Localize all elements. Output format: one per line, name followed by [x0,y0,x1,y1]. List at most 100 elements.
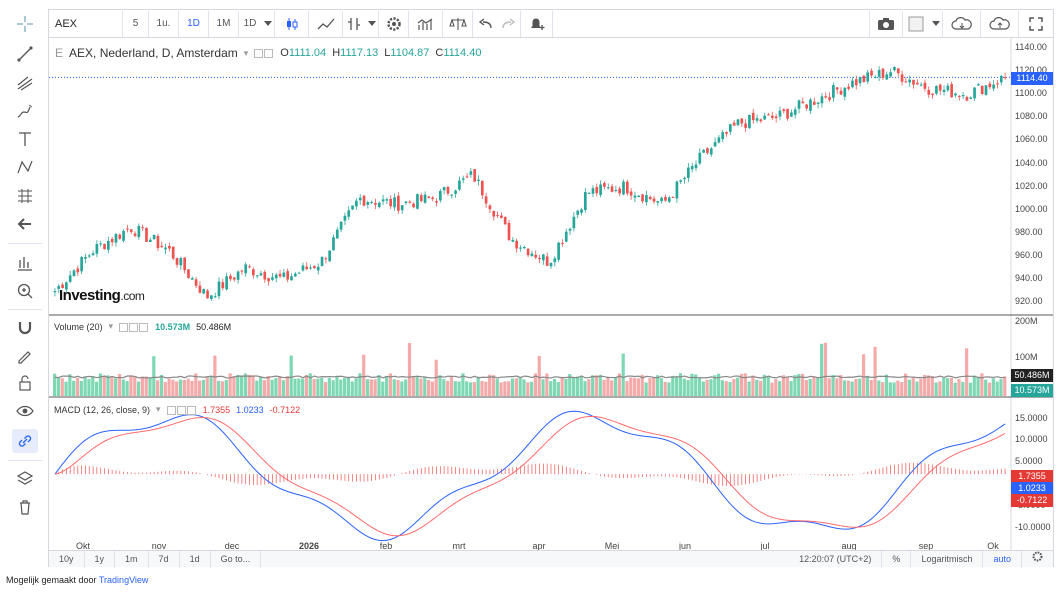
volume-legend-buttons[interactable] [119,321,149,332]
candle-body [526,248,530,256]
measure-icon[interactable] [12,251,38,275]
interval-dropdown[interactable]: 1D [243,18,257,29]
zoom-icon[interactable] [12,279,38,303]
area-chart-icon[interactable] [309,10,343,37]
trend-line-icon[interactable] [12,42,38,66]
goto-button[interactable]: Go to... [211,550,262,568]
time-display[interactable]: 12:20:07 (UTC+2) [789,550,883,568]
candle-body [519,247,522,249]
fullscreen-icon[interactable] [1019,11,1053,37]
layers-icon[interactable] [12,467,38,491]
candle-body [709,148,713,155]
candle-body [912,79,915,85]
eye-icon[interactable] [12,399,38,423]
chevron-down-icon[interactable] [929,10,943,37]
volume-bar [53,373,57,396]
volume-bar [514,378,518,396]
pattern-icon[interactable] [12,155,38,179]
trash-icon[interactable] [12,495,38,519]
tradingview-link[interactable]: TradingView [98,575,149,585]
candle-body [591,188,595,194]
volume-bar [839,375,843,396]
range-1m[interactable]: 1m [115,550,149,568]
volume-bar [942,378,946,396]
volume-bar [636,378,641,396]
legend-collapse-icon[interactable]: E [55,46,64,60]
undo-icon[interactable] [473,11,497,37]
cloud-save-icon[interactable] [981,10,1019,37]
volume-bar [961,381,965,396]
gear-icon[interactable] [1022,551,1053,568]
chevron-down-icon[interactable] [261,10,275,37]
chart-area[interactable]: E AEX, Nederland, D, Amsterdam ▾ O1111.0… [48,37,1054,568]
macd-legend-buttons[interactable] [166,404,197,415]
volume-bar [945,378,950,396]
candle-body [160,245,164,248]
volume-bar [167,378,171,396]
candle-body [618,188,622,194]
volume-bar [709,379,713,396]
symbol-search-input[interactable]: AEX [49,10,123,37]
candle-body [797,100,801,109]
range-1y[interactable]: 1y [85,550,116,568]
link-icon[interactable] [12,429,38,453]
chevron-down-icon[interactable]: ▾ [243,47,249,58]
range-1d[interactable]: 1d [180,550,211,568]
volume-bar [339,379,343,396]
candle-body [263,271,267,280]
redo-icon[interactable] [497,10,521,37]
volume-bar [640,374,644,396]
chevron-down-icon[interactable]: ▾ [156,404,161,414]
alert-icon[interactable] [521,10,553,37]
interval-1m[interactable]: 1M [209,10,239,37]
candles-icon[interactable] [275,10,309,37]
compare-icon[interactable] [343,11,365,37]
candle-body [72,270,76,277]
magnet-icon[interactable] [12,315,38,339]
range-10y[interactable]: 10y [49,550,85,568]
volume-bar [533,373,538,396]
volume-bar [476,376,480,396]
lock-icon[interactable] [12,371,38,395]
volume-bar [938,381,942,396]
interval-1h[interactable]: 1u. [149,10,179,37]
indicators-icon[interactable] [409,10,443,37]
stay-drawing-icon[interactable] [12,343,38,367]
range-7d[interactable]: 7d [149,550,180,568]
crosshair-icon[interactable] [12,12,38,36]
camera-icon[interactable] [869,10,903,37]
interval-5[interactable]: 5 [123,10,149,37]
volume-bar [426,380,431,396]
price-axis-label: 980.00 [1015,226,1043,237]
compare-scale-icon[interactable] [443,10,473,37]
gear-icon[interactable] [379,10,409,37]
brush-icon[interactable] [12,99,38,123]
percent-toggle[interactable]: % [882,550,912,568]
chart-canvas[interactable] [49,38,1053,550]
interval-1d[interactable]: 1D [179,10,209,37]
auto-toggle[interactable]: auto [983,550,1022,568]
fibonacci-icon[interactable] [12,71,38,95]
cloud-load-icon[interactable] [943,10,981,37]
volume-bar [869,379,873,396]
chevron-down-icon[interactable] [365,10,379,37]
color-theme-icon[interactable] [903,11,929,37]
volume-bar [663,381,667,396]
candle-body [534,254,538,258]
volume-bar [251,375,255,396]
log-toggle[interactable]: Logaritmisch [911,550,984,568]
time-axis-label: nov [151,541,167,551]
volume-bar [335,375,339,396]
text-icon[interactable] [12,127,38,151]
price-tag: 1114.40 [1011,72,1053,85]
candle-body [145,227,148,242]
attribution: Mogelijk gemaakt door TradingView [6,575,148,585]
prediction-icon[interactable] [12,184,38,208]
candle-body [206,290,209,299]
volume-bar [152,356,156,396]
legend-buttons[interactable] [254,46,274,60]
volume-bar [667,382,671,396]
chevron-down-icon[interactable]: ▾ [108,321,114,331]
back-arrow-icon[interactable] [12,212,38,236]
volume-bar [465,381,469,396]
